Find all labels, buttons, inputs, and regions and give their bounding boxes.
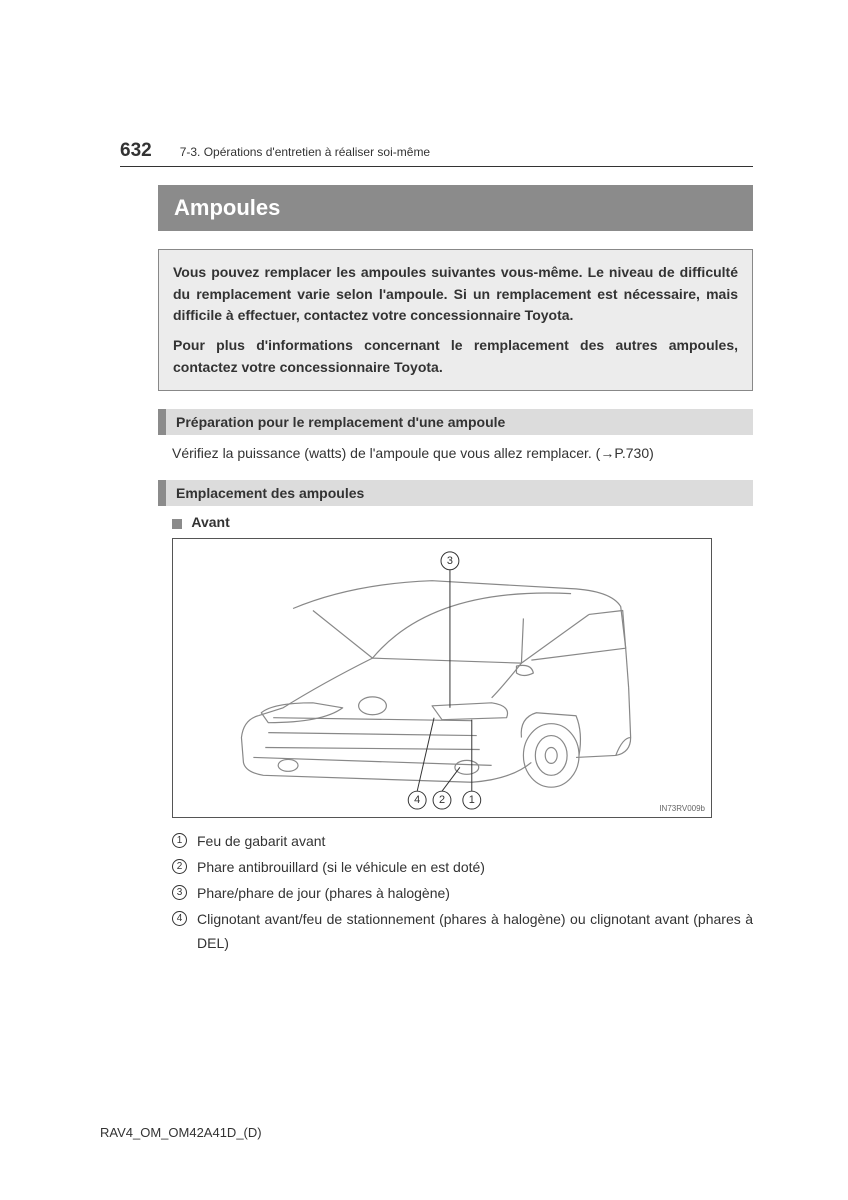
callout-1: 1	[463, 792, 481, 810]
callout-4: 4	[408, 792, 426, 810]
legend-item-4: 4 Clignotant avant/feu de stationnement …	[172, 908, 753, 956]
callout-3: 3	[441, 552, 459, 570]
prep-header: Préparation pour le remplacement d'une a…	[158, 409, 753, 435]
location-header: Emplacement des ampoules	[158, 480, 753, 506]
callout-2: 2	[433, 792, 451, 810]
legend-marker-2: 2	[172, 859, 187, 874]
svg-text:2: 2	[439, 795, 445, 807]
legend-item-2: 2 Phare antibrouillard (si le véhicule e…	[172, 856, 753, 880]
front-label: Avant	[172, 514, 753, 530]
legend: 1 Feu de gabarit avant 2 Phare antibroui…	[172, 830, 753, 955]
legend-marker-4: 4	[172, 911, 187, 926]
intro-p1: Vous pouvez remplacer les ampoules suiva…	[173, 262, 738, 327]
legend-item-1: 1 Feu de gabarit avant	[172, 830, 753, 854]
legend-marker-1: 1	[172, 833, 187, 848]
intro-box: Vous pouvez remplacer les ampoules suiva…	[158, 249, 753, 391]
legend-item-3: 3 Phare/phare de jour (phares à halogène…	[172, 882, 753, 906]
svg-text:3: 3	[447, 555, 453, 567]
legend-text-1: Feu de gabarit avant	[197, 830, 753, 854]
svg-text:1: 1	[469, 795, 475, 807]
page-title: Ampoules	[158, 185, 753, 231]
page-number: 632	[120, 140, 152, 162]
legend-text-2: Phare antibrouillard (si le véhicule en …	[197, 856, 753, 880]
intro-p2: Pour plus d'informations concernant le r…	[173, 335, 738, 378]
svg-text:4: 4	[414, 795, 420, 807]
vehicle-diagram: 3 4 2 1 IN73RV009b	[172, 538, 712, 818]
diagram-code: IN73RV009b	[659, 804, 705, 813]
page-header: 632 7-3. Opérations d'entretien à réalis…	[120, 140, 753, 167]
legend-marker-3: 3	[172, 885, 187, 900]
doc-footer: RAV4_OM_OM42A41D_(D)	[100, 1125, 262, 1140]
square-bullet-icon	[172, 519, 182, 529]
section-path: 7-3. Opérations d'entretien à réaliser s…	[180, 145, 430, 159]
front-label-text: Avant	[191, 514, 229, 530]
prep-body: Vérifiez la puissance (watts) de l'ampou…	[172, 443, 753, 464]
legend-text-3: Phare/phare de jour (phares à halogène)	[197, 882, 753, 906]
legend-text-4: Clignotant avant/feu de stationnement (p…	[197, 908, 753, 956]
